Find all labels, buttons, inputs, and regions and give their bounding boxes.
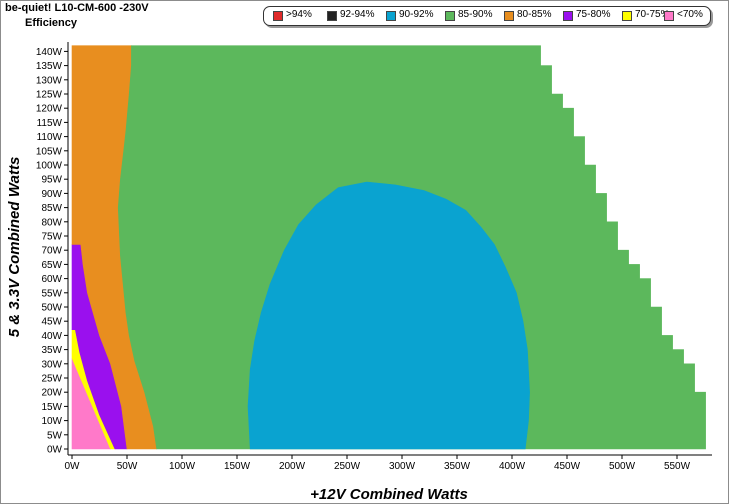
y-tick-label: 85W <box>41 203 62 214</box>
y-tick-label: 55W <box>41 288 62 299</box>
y-tick-label: 50W <box>41 303 62 314</box>
band-90-92 <box>247 181 530 450</box>
chart-title: be-quiet! L10-CM-600 -230V <box>5 2 149 14</box>
y-tick-label: 25W <box>41 374 62 385</box>
legend-swatch <box>273 11 283 21</box>
y-tick-label: 140W <box>36 47 63 58</box>
x-tick-label: 300W <box>389 461 416 472</box>
y-tick-label: 135W <box>36 61 63 72</box>
y-tick-label: 30W <box>41 359 62 370</box>
y-tick-label: 60W <box>41 274 62 285</box>
efficiency-bands <box>71 45 706 450</box>
y-tick-label: 110W <box>37 132 63 143</box>
y-tick-label: 80W <box>41 217 62 228</box>
y-tick-label: 95W <box>41 175 62 186</box>
y-tick-label: 125W <box>36 90 63 101</box>
legend-swatch <box>504 11 514 21</box>
y-tick-label: 10W <box>41 416 62 427</box>
y-axis-title: 5 & 3.3V Combined Watts <box>6 157 23 338</box>
x-tick-label: 450W <box>554 461 581 472</box>
y-tick-label: 115W <box>37 118 63 129</box>
y-tick-label: 5W <box>47 430 63 441</box>
legend-label: 90-92% <box>399 9 434 20</box>
y-tick-label: 20W <box>41 388 62 399</box>
x-tick-label: 150W <box>224 461 251 472</box>
legend-swatch <box>445 11 455 21</box>
y-tick-label: 65W <box>41 260 62 271</box>
x-tick-label: 0W <box>65 461 81 472</box>
x-tick-label: 550W <box>664 461 691 472</box>
y-tick-label: 40W <box>41 331 62 342</box>
chart-subtitle: Efficiency <box>25 17 77 29</box>
x-tick-label: 100W <box>169 461 196 472</box>
x-tick-label: 250W <box>334 461 361 472</box>
y-tick-label: 100W <box>36 161 63 172</box>
y-tick-label: 105W <box>36 146 63 157</box>
x-tick-label: 500W <box>609 461 636 472</box>
legend-swatch <box>327 11 337 21</box>
legend-swatch <box>386 11 396 21</box>
y-tick-label: 15W <box>41 402 62 413</box>
y-tick-label: 130W <box>36 75 63 86</box>
legend: >94% 92-94% 90-92% 85-90% 80-85% 75-80% … <box>263 6 711 26</box>
x-axis-title: +12V Combined Watts <box>310 486 468 503</box>
axes <box>64 42 712 459</box>
legend-label: 92-94% <box>340 9 375 20</box>
legend-label: 75-80% <box>576 9 611 20</box>
legend-label: <70% <box>677 9 703 20</box>
y-tick-label: 75W <box>41 232 62 243</box>
legend-label: 80-85% <box>517 9 552 20</box>
y-tick-label: 35W <box>41 345 62 356</box>
y-tick-labels: 0W 5W 10W 15W 20W 25W 30W 35W 40W 45W 50W 55W 60W 65W… <box>36 47 63 456</box>
legend-label: >94% <box>286 9 312 20</box>
x-tick-label: 200W <box>279 461 306 472</box>
y-tick-label: 70W <box>41 246 62 257</box>
x-tick-labels: 0W 50W 100W 150W 200W 250W 300W 350W 400W 450W 500… <box>65 461 691 472</box>
y-tick-label: 0W <box>47 445 63 456</box>
x-tick-label: 400W <box>499 461 526 472</box>
x-tick-label: 50W <box>117 461 138 472</box>
y-tick-label: 120W <box>36 104 63 115</box>
y-tick-label: 45W <box>41 317 62 328</box>
legend-swatch <box>664 11 674 21</box>
legend-swatch <box>563 11 573 21</box>
legend-swatch <box>622 11 632 21</box>
legend-label: 70-75% <box>635 9 670 20</box>
x-tick-label: 350W <box>444 461 471 472</box>
y-tick-label: 90W <box>41 189 62 200</box>
legend-label: 85-90% <box>458 9 493 20</box>
